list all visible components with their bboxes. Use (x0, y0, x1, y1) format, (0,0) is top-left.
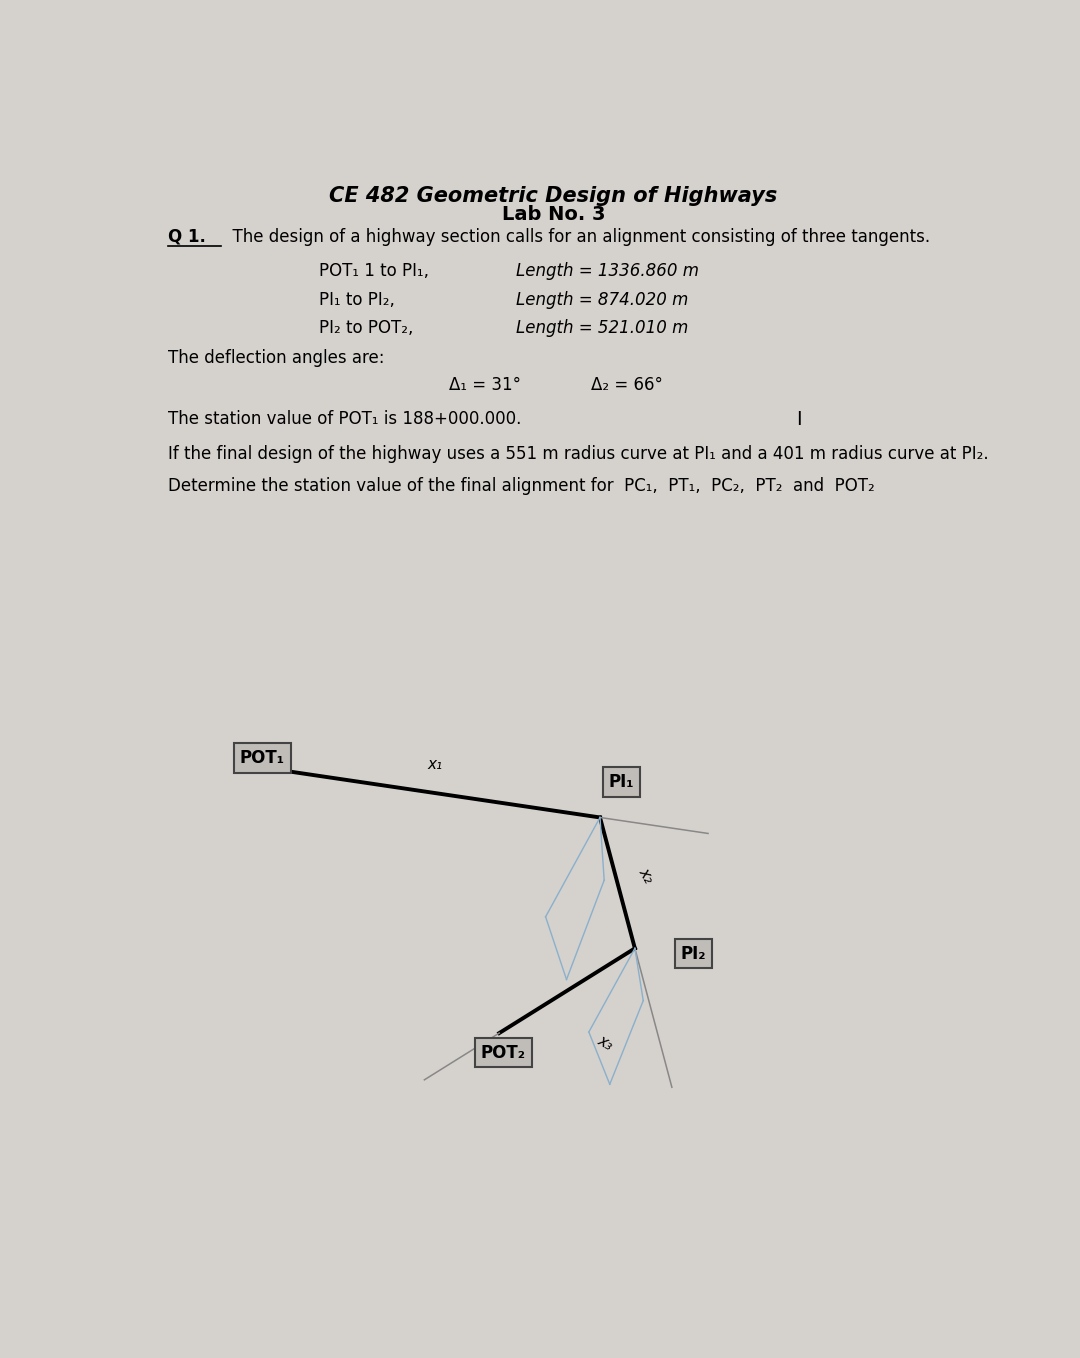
Text: The deflection angles are:: The deflection angles are: (168, 349, 384, 367)
Text: x₂: x₂ (636, 865, 657, 885)
Text: Lab No. 3: Lab No. 3 (502, 205, 605, 224)
Text: Δ₂ = 66°: Δ₂ = 66° (591, 376, 663, 394)
Text: POT₁ 1 to PI₁,: POT₁ 1 to PI₁, (320, 262, 429, 280)
Text: The station value of POT₁ is 188+000.000.: The station value of POT₁ is 188+000.000… (168, 410, 522, 428)
Text: x₃: x₃ (595, 1032, 616, 1052)
Text: Length = 521.010 m: Length = 521.010 m (516, 319, 688, 337)
Text: If the final design of the highway uses a 551 m radius curve at PI₁ and a 401 m : If the final design of the highway uses … (168, 445, 989, 463)
Text: Length = 1336.860 m: Length = 1336.860 m (516, 262, 699, 280)
Text: CE 482 Geometric Design of Highways: CE 482 Geometric Design of Highways (329, 186, 778, 206)
Text: Q 1.: Q 1. (168, 228, 206, 246)
Text: POT₁: POT₁ (240, 750, 285, 767)
Text: The design of a highway section calls for an alignment consisting of three tange: The design of a highway section calls fo… (222, 228, 930, 246)
Text: PI₂ to POT₂,: PI₂ to POT₂, (320, 319, 414, 337)
Text: Determine the station value of the final alignment for  PC₁,  PT₁,  PC₂,  PT₂  a: Determine the station value of the final… (168, 477, 875, 494)
Text: x₁: x₁ (427, 756, 442, 771)
Text: PI₁: PI₁ (608, 773, 634, 792)
Text: POT₂: POT₂ (481, 1043, 526, 1062)
Text: PI₁ to PI₂,: PI₁ to PI₂, (320, 291, 395, 308)
Text: PI₂: PI₂ (680, 945, 706, 963)
Text: Δ₁ = 31°: Δ₁ = 31° (449, 376, 521, 394)
Text: I: I (796, 410, 801, 429)
Text: Length = 874.020 m: Length = 874.020 m (516, 291, 688, 308)
